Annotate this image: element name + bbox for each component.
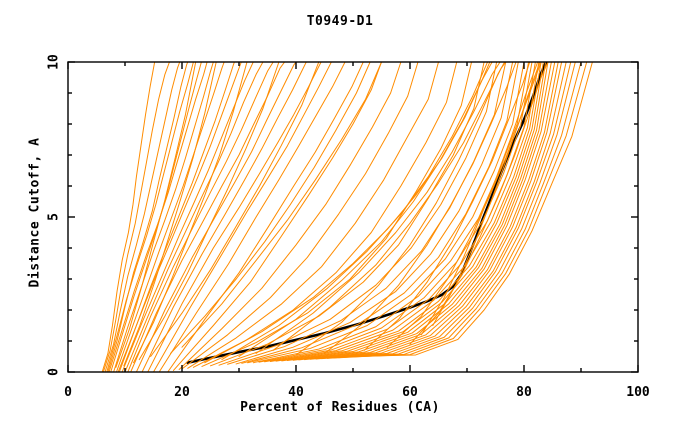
prediction-curve xyxy=(172,62,382,371)
prediction-curve xyxy=(386,62,542,348)
prediction-curve xyxy=(309,62,559,360)
prediction-curve xyxy=(292,62,549,361)
prediction-curve xyxy=(141,62,307,372)
prediction-curve xyxy=(326,62,572,359)
prediction-curve xyxy=(218,62,498,366)
prediction-curve xyxy=(167,62,364,372)
y-tick-label: 5 xyxy=(47,213,62,221)
prediction-curve xyxy=(420,62,539,336)
prediction-curve xyxy=(133,62,248,364)
prediction-curve xyxy=(158,62,346,372)
prediction-curve xyxy=(269,62,540,362)
prediction-curve xyxy=(192,62,458,368)
prediction-curve xyxy=(178,62,402,371)
y-tick-label: 10 xyxy=(47,54,62,70)
prediction-curve xyxy=(201,62,473,367)
prediction-curve xyxy=(227,62,507,365)
prediction-curve xyxy=(352,62,593,357)
prediction-curve xyxy=(295,62,506,356)
prediction-curve xyxy=(275,62,542,362)
y-tick-label: 0 xyxy=(47,368,62,376)
prediction-curve xyxy=(252,62,530,364)
prediction-curve xyxy=(409,62,549,345)
x-tick-label: 80 xyxy=(516,385,532,400)
x-tick-label: 100 xyxy=(626,385,650,400)
prediction-curve xyxy=(150,62,320,357)
prediction-curve xyxy=(321,62,567,360)
prediction-curve xyxy=(363,62,531,351)
prediction-curve xyxy=(113,62,214,372)
prediction-curve xyxy=(123,62,217,367)
prediction-curve xyxy=(281,62,544,362)
prediction-curve xyxy=(221,62,489,361)
prediction-curve xyxy=(115,62,197,368)
prediction-curve xyxy=(170,62,371,354)
x-tick-label: 60 xyxy=(402,385,418,400)
prediction-curve xyxy=(181,62,382,348)
prediction-curve xyxy=(315,62,563,360)
prediction-curve xyxy=(115,62,225,372)
prediction-curve xyxy=(304,62,556,361)
prediction-curve xyxy=(102,62,170,372)
prediction-curve xyxy=(121,62,254,372)
prediction-curve xyxy=(324,62,517,354)
prediction-curve xyxy=(286,62,547,362)
prediction-curve xyxy=(135,62,297,372)
x-tick-label: 0 xyxy=(64,385,72,400)
prediction-curve xyxy=(106,62,194,372)
prediction-curve xyxy=(130,62,286,372)
prediction-curve xyxy=(181,62,419,370)
prediction-curve xyxy=(432,62,541,326)
prediction-curve xyxy=(264,62,536,363)
prediction-curve xyxy=(241,62,519,364)
prediction-curve xyxy=(235,62,514,365)
prediction-curve xyxy=(101,62,156,372)
prediction-curve xyxy=(238,62,493,357)
chart-title: T0949-D1 xyxy=(306,14,374,29)
prediction-curve xyxy=(153,62,332,372)
prediction-curve xyxy=(107,62,189,372)
x-tick-label: 20 xyxy=(174,385,190,400)
prediction-curve xyxy=(338,62,582,359)
prediction-curve xyxy=(255,62,501,354)
x-axis-label: Percent of Residues (CA) xyxy=(240,400,440,415)
prediction-curve xyxy=(332,62,576,359)
prediction-curve xyxy=(104,62,181,372)
prediction-curve xyxy=(124,62,264,372)
prediction-curve xyxy=(298,62,552,361)
prediction-curve xyxy=(247,62,525,364)
prediction-curve xyxy=(187,62,439,369)
prediction-curve xyxy=(147,62,322,372)
prediction-curve xyxy=(117,62,242,372)
prediction-curve xyxy=(343,62,588,358)
prediction-curve xyxy=(138,62,280,361)
prediction-curve xyxy=(127,62,274,372)
x-tick-label: 40 xyxy=(288,385,304,400)
prediction-curve xyxy=(108,62,208,372)
prediction-curve xyxy=(118,62,235,372)
